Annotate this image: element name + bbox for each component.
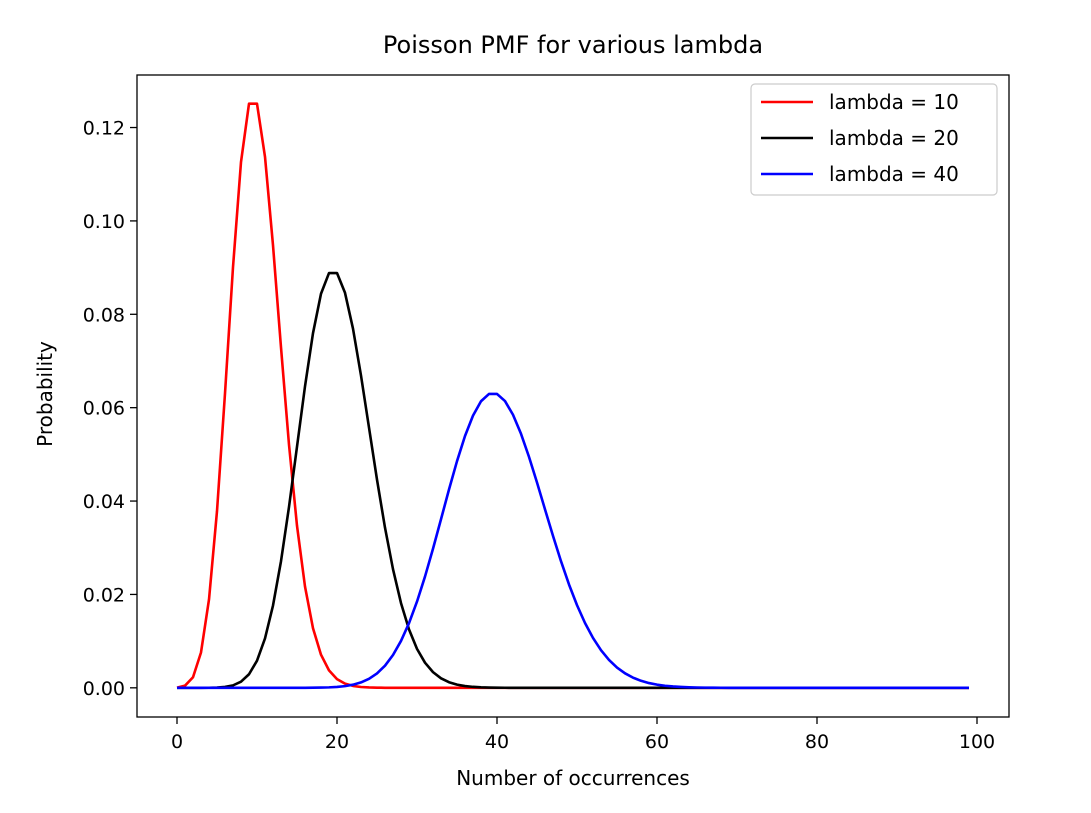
x-tick-label: 60	[645, 731, 669, 753]
legend-box	[750, 83, 998, 196]
x-tick-label: 80	[805, 731, 829, 753]
x-tick-label: 40	[485, 731, 509, 753]
legend: lambda = 10 lambda = 20 lambda = 40	[750, 83, 998, 196]
x-axis-label: Number of occurrences	[456, 766, 690, 790]
y-axis-label: Probability	[33, 341, 57, 447]
plot-area	[176, 102, 969, 690]
y-tick-label: 0.10	[83, 211, 125, 233]
y-tick-label: 0.06	[83, 398, 125, 420]
y-tick-label: 0.02	[83, 584, 125, 606]
x-axis: 0 20 40 60 80 100	[171, 717, 995, 753]
y-tick-label: 0.12	[83, 118, 125, 140]
x-tick-label: 0	[171, 731, 183, 753]
legend-label: lambda = 10	[829, 90, 959, 114]
legend-label: lambda = 40	[829, 162, 959, 186]
axes-frame	[136, 74, 1010, 718]
y-tick-label: 0.04	[83, 491, 125, 513]
y-tick-label: 0.00	[83, 678, 125, 700]
x-tick-label: 20	[325, 731, 349, 753]
legend-label: lambda = 20	[829, 126, 959, 150]
series-line-3	[177, 392, 969, 690]
y-axis: 0.00 0.02 0.04 0.06 0.08 0.10 0.12	[83, 118, 137, 700]
y-tick-label: 0.08	[83, 304, 125, 326]
x-tick-label: 100	[959, 731, 995, 753]
chart-title: Poisson PMF for various lambda	[383, 31, 763, 59]
